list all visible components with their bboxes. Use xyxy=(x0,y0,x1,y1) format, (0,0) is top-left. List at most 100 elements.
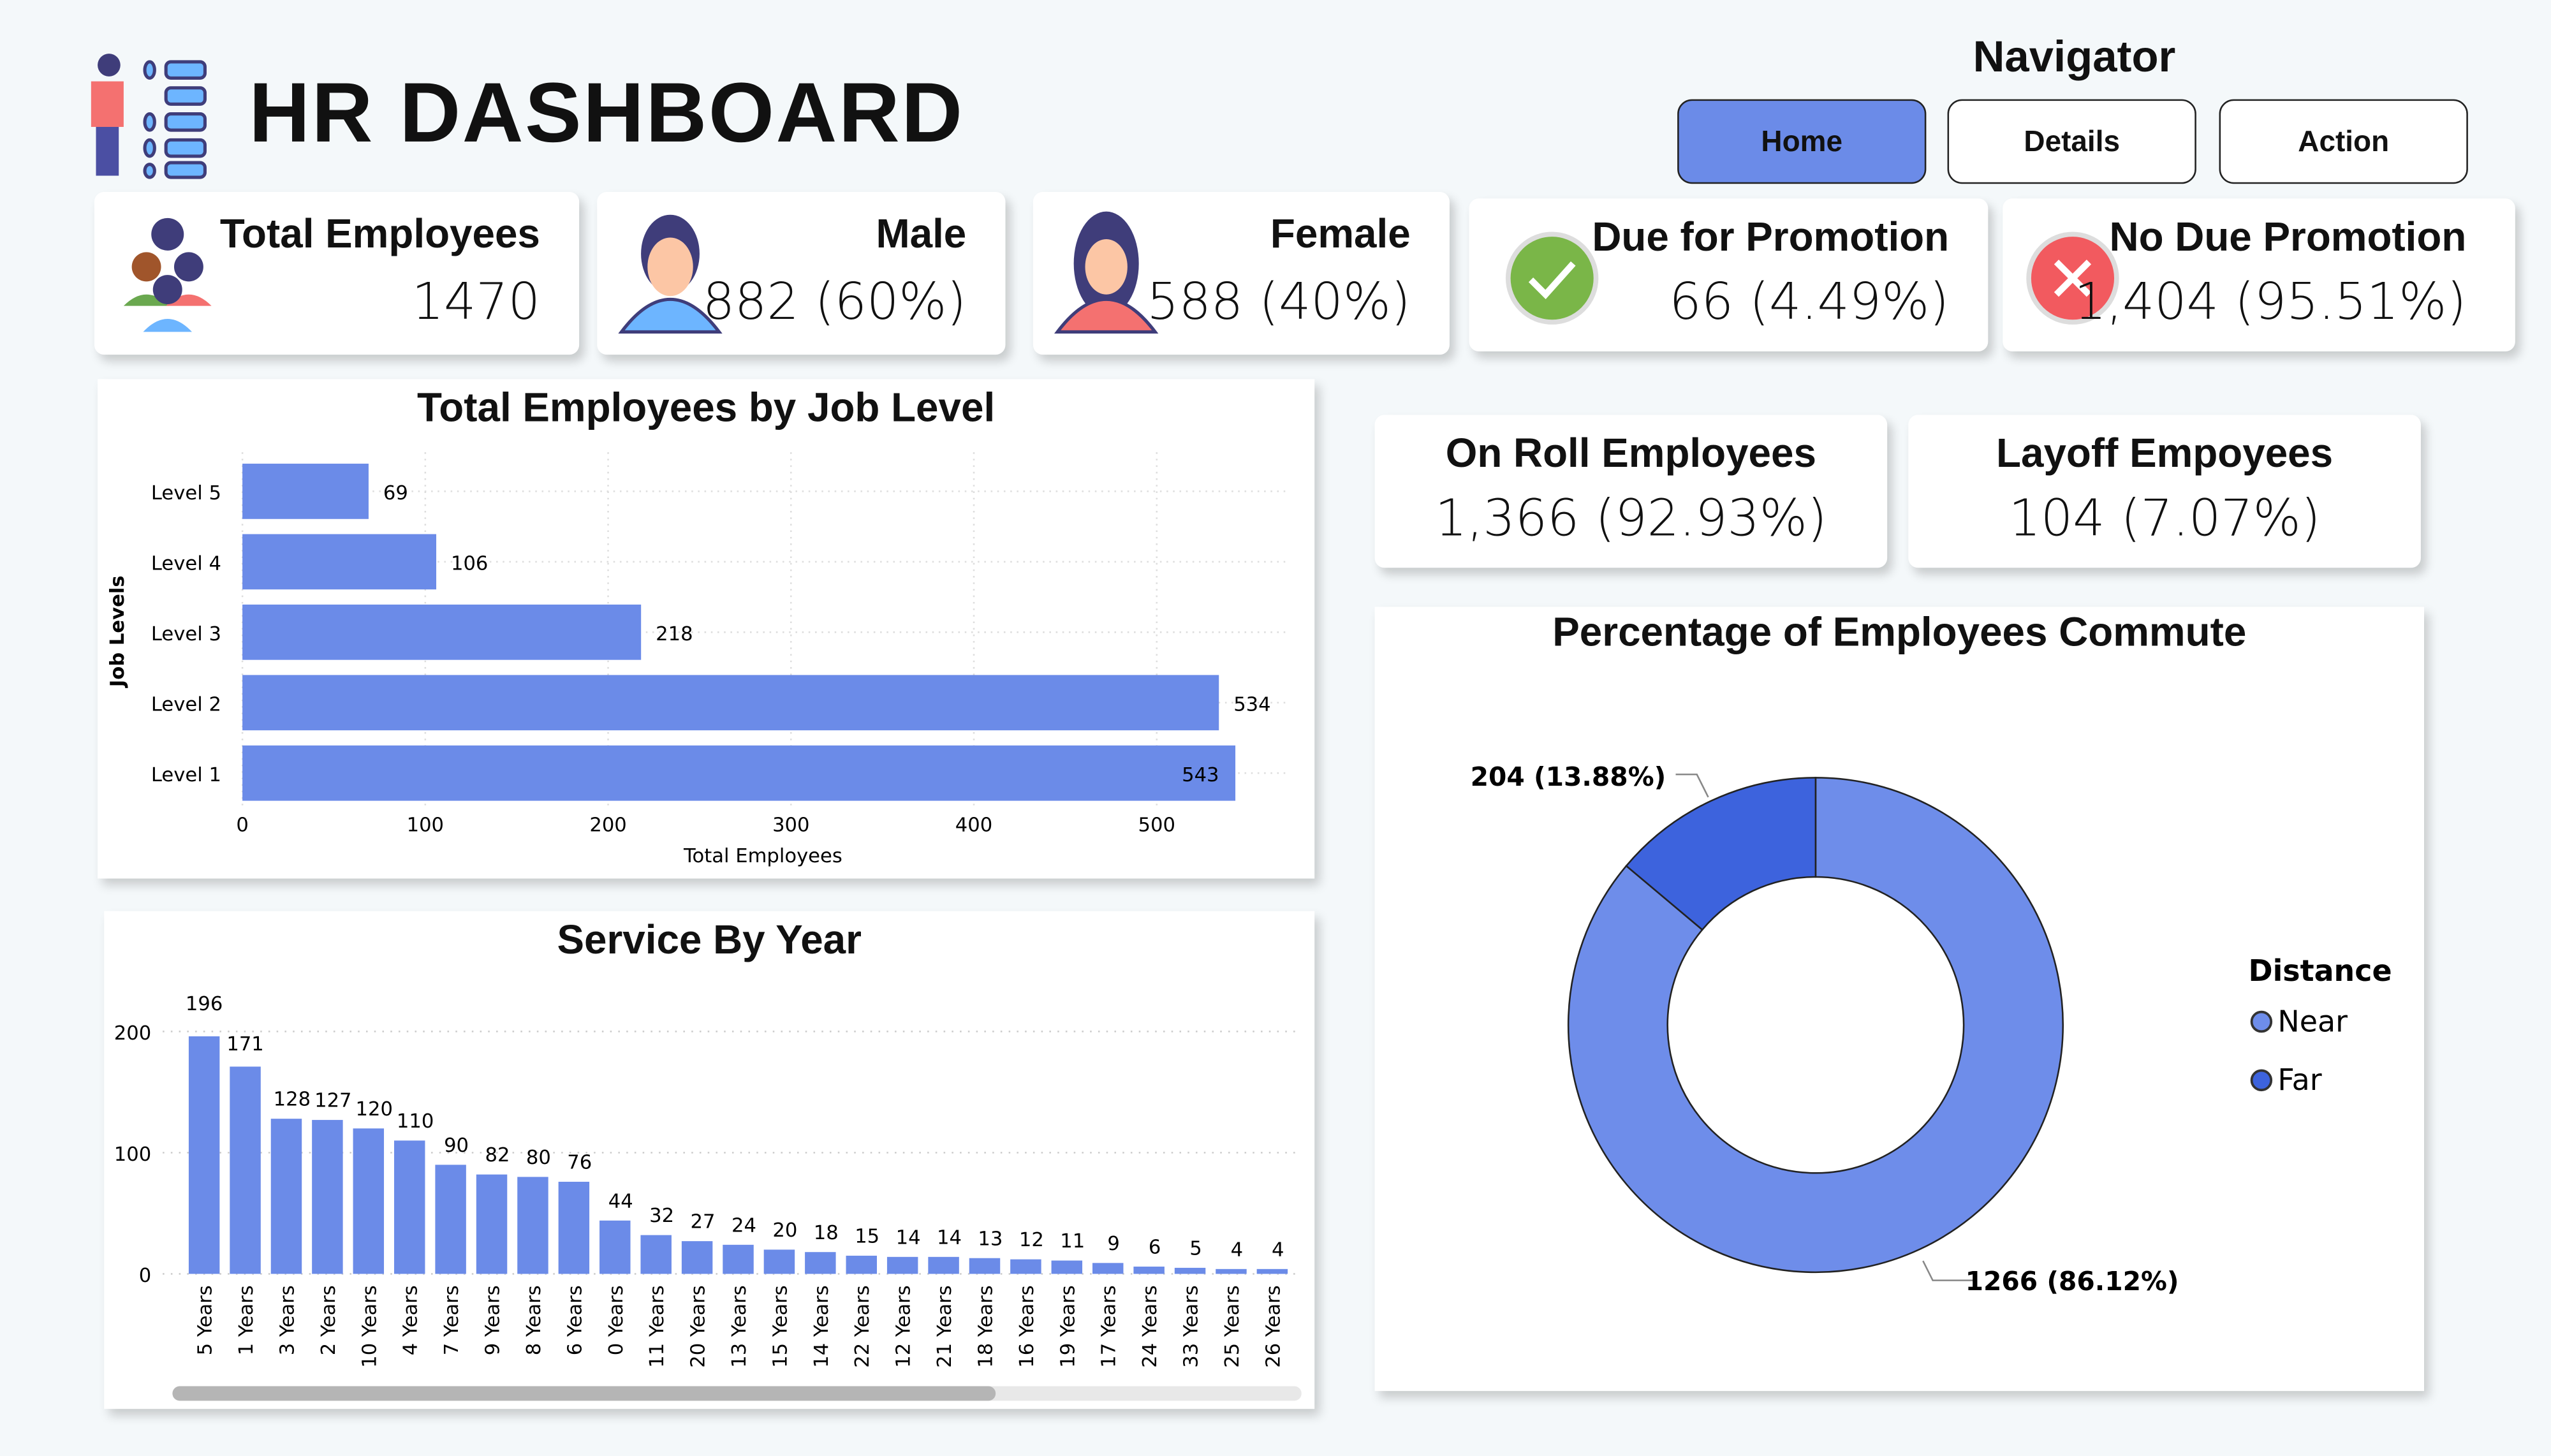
data-label-far: 204 (13.88%) xyxy=(1471,761,1666,792)
data-label: 14 xyxy=(896,1226,921,1249)
x-tick-label: 100 xyxy=(407,814,444,837)
x-tick-label: 13 Years xyxy=(728,1285,751,1367)
kpi-value: 104 (7.07%) xyxy=(2008,489,2321,548)
x-tick-label: 300 xyxy=(772,814,809,837)
action-button[interactable]: Action xyxy=(2219,99,2468,184)
bar xyxy=(1010,1259,1041,1274)
data-label: 18 xyxy=(814,1222,839,1244)
y-tick-label: 200 xyxy=(114,1022,151,1045)
kpi-on-roll: On Roll Employees 1,366 (92.93%) xyxy=(1374,415,1888,568)
data-label: 534 xyxy=(1233,694,1270,716)
kpi-label: No Due Promotion xyxy=(2109,214,2467,261)
kpi-label: Total Employees xyxy=(219,211,540,258)
data-label: 15 xyxy=(855,1226,879,1248)
bar xyxy=(969,1258,1001,1274)
legend-label-far: Far xyxy=(2277,1063,2321,1097)
bar xyxy=(393,1140,425,1274)
x-tick-label: 0 xyxy=(236,814,248,837)
x-tick-label: 33 Years xyxy=(1180,1285,1203,1367)
x-tick-label: 500 xyxy=(1138,814,1175,837)
x-tick-label: 25 Years xyxy=(1221,1285,1244,1367)
x-tick-label: 10 Years xyxy=(358,1285,381,1367)
data-label: 76 xyxy=(567,1152,592,1174)
kpi-value: 882 (60%) xyxy=(702,273,967,332)
kpi-total-employees: Total Employees 1470 xyxy=(94,192,580,355)
bar xyxy=(846,1255,877,1274)
data-label: 32 xyxy=(649,1205,674,1227)
kpi-value: 66 (4.49%) xyxy=(1669,273,1950,332)
x-tick-label: 6 Years xyxy=(564,1285,586,1355)
x-tick-label: 200 xyxy=(589,814,626,837)
kpi-due-promotion: Due for Promotion 66 (4.49%) xyxy=(1469,198,1989,352)
x-tick-label: 4 Years xyxy=(400,1285,422,1355)
check-circle-icon xyxy=(1505,232,1599,325)
bar xyxy=(1256,1268,1288,1274)
y-tick-label: Level 1 xyxy=(151,764,221,786)
legend-marker-far xyxy=(2250,1069,2273,1092)
x-tick-label: 21 Years xyxy=(934,1285,956,1367)
y-tick-label: 100 xyxy=(114,1143,151,1166)
data-label: 90 xyxy=(444,1135,469,1157)
y-tick-label: 0 xyxy=(139,1265,151,1287)
x-tick-label: 1 Years xyxy=(235,1285,258,1355)
group-people-icon xyxy=(123,217,212,332)
kpi-label: Male xyxy=(876,211,967,258)
kpi-value: 588 (40%) xyxy=(1147,273,1411,332)
bar xyxy=(1133,1267,1165,1274)
male-avatar-icon xyxy=(618,214,723,334)
x-tick-label: 26 Years xyxy=(1262,1285,1284,1367)
x-axis-label: Total Employees xyxy=(683,845,842,867)
kpi-value: 1,404 (95.51%) xyxy=(2074,273,2467,332)
data-label: 14 xyxy=(937,1226,962,1249)
kpi-label: Layoff Empoyees xyxy=(1996,431,2334,477)
data-label: 24 xyxy=(731,1214,756,1237)
x-tick-label: 12 Years xyxy=(893,1285,915,1367)
kpi-male: Male 882 (60%) xyxy=(597,192,1006,355)
legend-label-near: Near xyxy=(2277,1004,2348,1038)
x-tick-label: 14 Years xyxy=(811,1285,833,1367)
data-label: 4 xyxy=(1272,1239,1284,1261)
commute-chart-card: Percentage of Employees Commute 1266 (86… xyxy=(1374,607,2424,1392)
x-tick-label: 2 Years xyxy=(318,1285,340,1355)
data-label: 9 xyxy=(1107,1233,1119,1255)
x-tick-label: 22 Years xyxy=(851,1285,874,1367)
y-axis-label: Job Levels xyxy=(107,575,129,688)
service-year-chart-card: Service By Year 0 100 200 196 5 Years 171 1 Ye… xyxy=(104,911,1315,1409)
scrollbar-thumb[interactable] xyxy=(172,1386,996,1401)
x-tick-label: 9 Years xyxy=(482,1285,504,1355)
details-button[interactable]: Details xyxy=(1947,99,2196,184)
kpi-layoff: Layoff Empoyees 104 (7.07%) xyxy=(1908,415,2421,568)
x-tick-label: 19 Years xyxy=(1057,1285,1079,1367)
data-label: 128 xyxy=(274,1089,311,1111)
bar xyxy=(242,745,1236,801)
bar xyxy=(640,1235,672,1274)
kpi-female: Female 588 (40%) xyxy=(1033,192,1450,355)
legend-marker-near xyxy=(2250,1010,2273,1033)
bar xyxy=(242,675,1219,731)
home-button[interactable]: Home xyxy=(1677,99,1927,184)
bar xyxy=(558,1181,590,1274)
bar xyxy=(886,1256,918,1274)
page-title: HR DASHBOARD xyxy=(249,66,964,161)
data-label: 11 xyxy=(1060,1230,1085,1253)
job-level-chart-card: Total Employees by Job Level 0 100 200 300 4… xyxy=(98,379,1315,879)
x-tick-label: 0 Years xyxy=(605,1285,628,1355)
kpi-value: 1470 xyxy=(411,273,540,332)
bar xyxy=(230,1066,261,1274)
bar xyxy=(188,1036,220,1274)
kpi-value: 1,366 (92.93%) xyxy=(1434,489,1827,548)
bar xyxy=(242,534,437,590)
data-label: 69 xyxy=(383,482,408,504)
data-label: 6 xyxy=(1149,1237,1161,1259)
chart-title: Total Employees by Job Level xyxy=(417,385,996,432)
horizontal-scrollbar[interactable] xyxy=(172,1386,1302,1401)
x-tick-label: 8 Years xyxy=(523,1285,545,1355)
kpi-label: On Roll Employees xyxy=(1445,431,1816,477)
x-tick-label: 18 Years xyxy=(974,1285,997,1367)
y-tick-label: Level 4 xyxy=(151,553,221,575)
data-label: 80 xyxy=(526,1147,551,1169)
kpi-label: Due for Promotion xyxy=(1592,214,1950,261)
x-tick-label: 20 Years xyxy=(687,1285,710,1367)
data-label: 27 xyxy=(691,1211,716,1233)
data-label: 13 xyxy=(978,1228,1003,1250)
